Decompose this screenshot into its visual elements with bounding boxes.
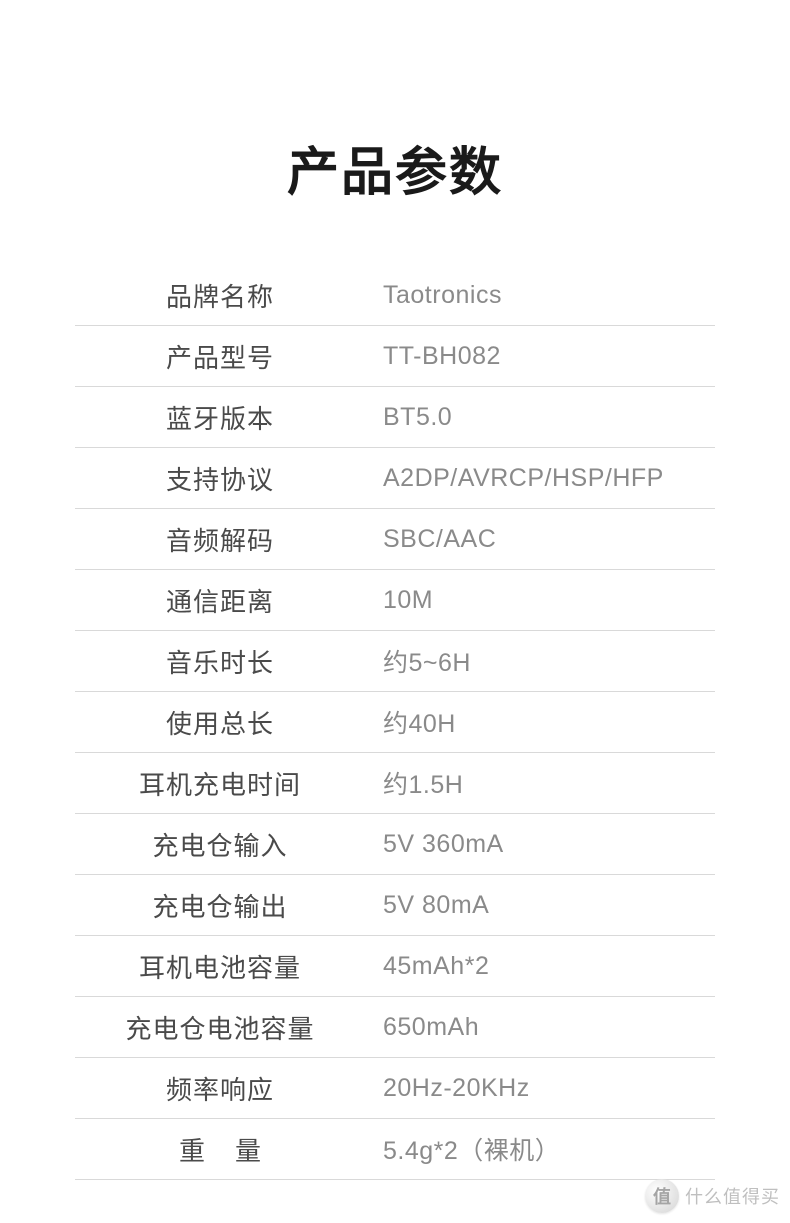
spec-label: 频率响应	[75, 1070, 365, 1107]
spec-label: 产品型号	[75, 338, 365, 375]
spec-value: 5V 360mA	[365, 830, 715, 859]
spec-label: 重量	[75, 1131, 365, 1168]
spec-row: 耳机电池容量45mAh*2	[75, 936, 715, 997]
spec-label: 支持协议	[75, 460, 365, 497]
spec-label: 充电仓输出	[75, 887, 365, 924]
spec-value: BT5.0	[365, 403, 715, 432]
spec-row: 支持协议A2DP/AVRCP/HSP/HFP	[75, 448, 715, 509]
spec-label: 耳机电池容量	[75, 948, 365, 985]
spec-value: 约1.5H	[365, 765, 715, 801]
spec-label: 使用总长	[75, 704, 365, 741]
watermark-icon: 值	[645, 1179, 679, 1213]
spec-value: 约5~6H	[365, 643, 715, 679]
spec-row: 通信距离10M	[75, 570, 715, 631]
spec-row: 蓝牙版本BT5.0	[75, 387, 715, 448]
spec-value: Taotronics	[365, 281, 715, 310]
spec-label: 音乐时长	[75, 643, 365, 680]
spec-value: 约40H	[365, 704, 715, 740]
spec-label: 通信距离	[75, 582, 365, 619]
spec-label: 充电仓电池容量	[75, 1009, 365, 1046]
spec-value: 10M	[365, 586, 715, 615]
spec-label: 蓝牙版本	[75, 399, 365, 436]
spec-value: SBC/AAC	[365, 525, 715, 554]
spec-row: 重量5.4g*2（裸机）	[75, 1119, 715, 1180]
spec-value: TT-BH082	[365, 342, 715, 371]
spec-row: 充电仓输出5V 80mA	[75, 875, 715, 936]
spec-value: 5V 80mA	[365, 891, 715, 920]
watermark: 值 什么值得买	[645, 1179, 780, 1213]
spec-row: 充电仓输入5V 360mA	[75, 814, 715, 875]
spec-row: 充电仓电池容量650mAh	[75, 997, 715, 1058]
spec-table: 品牌名称Taotronics产品型号TT-BH082蓝牙版本BT5.0支持协议A…	[75, 265, 715, 1180]
spec-label: 耳机充电时间	[75, 765, 365, 802]
spec-value: 20Hz-20KHz	[365, 1074, 715, 1103]
spec-value: A2DP/AVRCP/HSP/HFP	[365, 464, 715, 493]
spec-row: 频率响应20Hz-20KHz	[75, 1058, 715, 1119]
spec-label: 音频解码	[75, 521, 365, 558]
spec-row: 音频解码SBC/AAC	[75, 509, 715, 570]
spec-value: 5.4g*2（裸机）	[365, 1131, 715, 1167]
spec-row: 品牌名称Taotronics	[75, 265, 715, 326]
spec-label: 品牌名称	[75, 277, 365, 314]
watermark-text: 什么值得买	[685, 1183, 780, 1209]
spec-value: 45mAh*2	[365, 952, 715, 981]
spec-row: 产品型号TT-BH082	[75, 326, 715, 387]
spec-container: 产品参数 品牌名称Taotronics产品型号TT-BH082蓝牙版本BT5.0…	[0, 0, 790, 1180]
spec-row: 使用总长约40H	[75, 692, 715, 753]
spec-row: 音乐时长约5~6H	[75, 631, 715, 692]
spec-value: 650mAh	[365, 1013, 715, 1042]
spec-label: 充电仓输入	[75, 826, 365, 863]
spec-row: 耳机充电时间约1.5H	[75, 753, 715, 814]
page-title: 产品参数	[0, 130, 790, 205]
